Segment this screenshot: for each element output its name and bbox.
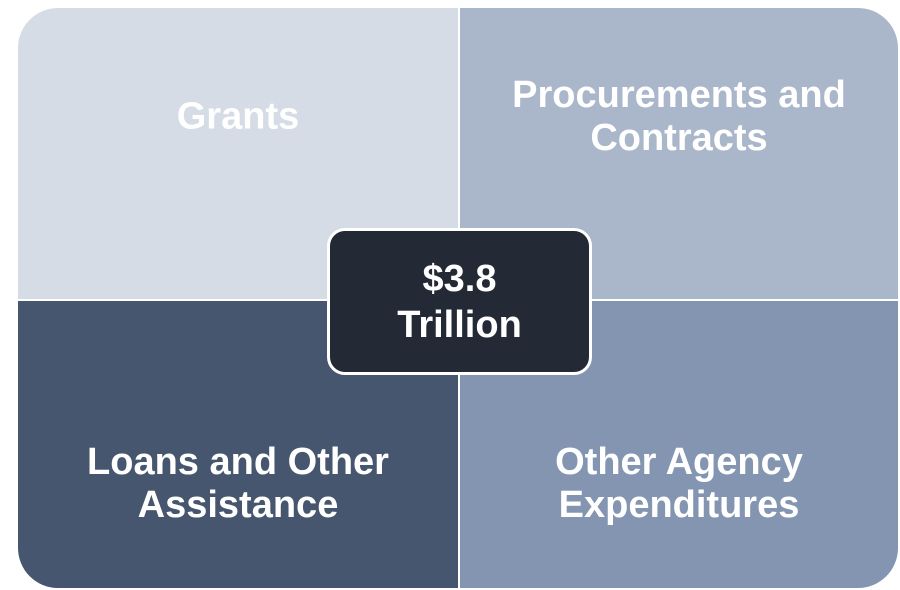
center-box: $3.8 Trillion — [327, 228, 592, 375]
quadrant-label: Other Agency Expenditures — [555, 441, 803, 526]
quadrant-label: Loans and Other Assistance — [87, 441, 389, 526]
quadrant-label: Procurements and Contracts — [512, 74, 846, 159]
quadrant-label: Grants — [176, 95, 300, 138]
center-label: $3.8 Trillion — [397, 257, 522, 346]
quadrant-matrix: Grants Procurements and Contracts Loans … — [18, 8, 898, 588]
